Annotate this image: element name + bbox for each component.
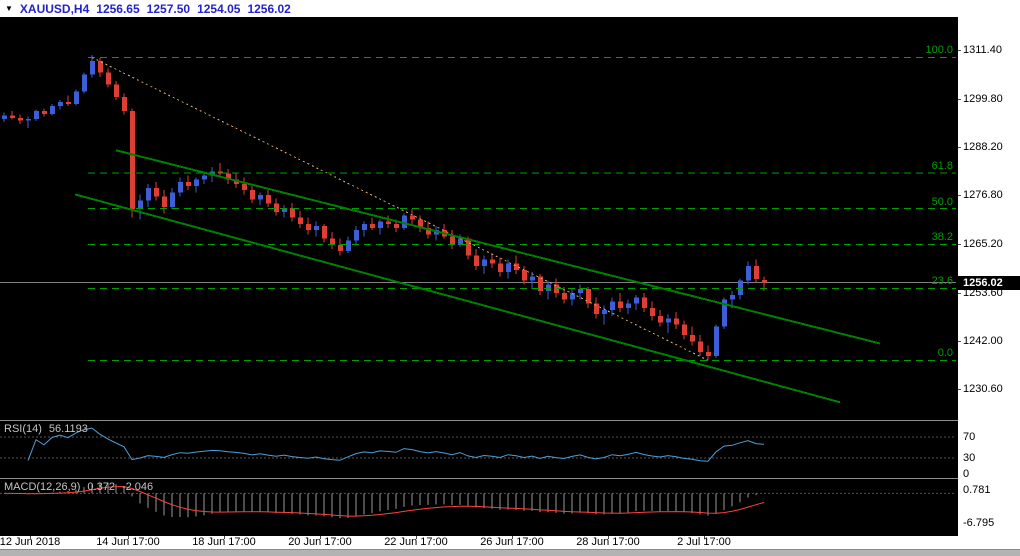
symbol-dropdown-icon[interactable]: ▼ [5,4,13,13]
quote-open-value: 1256.65 [96,1,140,16]
price-axis-tick [958,292,961,294]
macd-axis-label: 0.781 [963,483,991,496]
macd-panel-resize-handle[interactable] [0,478,1020,479]
rsi-current-value: 56.1193 [48,423,88,435]
time-axis-label: 28 Jun 17:00 [576,536,640,548]
window-bottom-edge [0,549,1020,556]
rsi-axis-label: 70 [963,430,976,443]
symbol-period-label: XAUUSD,H4 [19,1,90,16]
main-chart-panel[interactable]: 100.0 61.8 50.0 38.2 23.6 0.0 [0,17,958,420]
time-axis-tick [128,536,129,539]
time-axis-tick [704,536,705,539]
time-axis-label: 18 Jun 17:00 [192,536,256,548]
price-axis-label: 1276.80 [963,189,1003,202]
price-axis-label: 1311.40 [963,43,1002,56]
time-axis-tick [320,536,321,539]
fib-level-label: 38.2 [931,231,953,244]
price-axis-label: 1299.80 [963,92,1003,105]
price-axis-tick [958,147,961,149]
time-axis-label: 14 Jun 17:00 [96,536,160,548]
time-axis-label: 2 Jul 17:00 [677,536,731,548]
time-axis-tick [608,536,609,539]
fib-level-label: 0.0 [937,347,953,360]
macd-plot[interactable] [0,479,958,536]
price-axis-label: 1253.60 [963,286,1003,299]
time-axis-tick [30,536,31,539]
macd-signal-line [4,486,765,517]
price-axis-tick [958,98,961,100]
price-axis-label: 1288.20 [963,141,1003,154]
rsi-axis-label: 0 [963,467,970,480]
price-axis-label: 1265.20 [963,237,1003,250]
quote-close-value: 1256.02 [247,1,291,16]
time-axis-label: 26 Jun 17:00 [480,536,544,548]
fib-level-label: 50.0 [931,195,953,208]
current-price-tag: 1256.02 [958,275,1020,290]
fib-level-label: 100.0 [925,44,953,57]
time-axis[interactable]: 12 Jun 2018 14 Jun 17:00 18 Jun 17:00 20 Ju… [0,536,1020,549]
price-axis-label: 1242.00 [963,335,1003,348]
time-axis-tick [416,536,417,539]
price-axis-tick [958,341,961,343]
candlestick-chart[interactable] [0,17,958,420]
time-axis-label: 12 Jun 2018 [0,536,61,548]
price-axis-tick [958,389,961,391]
rsi-header: RSI(14) 56.1193 [4,423,88,435]
trend-channel-lines[interactable] [74,149,881,404]
candles-series [2,54,767,361]
macd-label: MACD(12,26,9) [4,481,81,493]
price-axis-tick [958,195,961,197]
rsi-axis-label: 30 [963,451,976,464]
fib-level-label: 23.6 [931,275,953,288]
time-axis-label: 20 Jun 17:00 [288,536,352,548]
rsi-line [27,427,765,462]
price-axis-label: 1230.60 [963,383,1003,396]
fib-retracement-lines[interactable] [88,56,956,361]
macd-histogram [11,482,765,519]
fib-level-label: 61.8 [931,159,953,172]
time-axis-tick [224,536,225,539]
price-axis[interactable]: 1311.40 1299.80 1288.20 1276.80 1265.20 1253.… [958,17,1020,536]
rsi-plot[interactable] [0,421,958,478]
price-axis-tick [958,49,961,51]
quote-high-value: 1257.50 [146,1,191,16]
macd-indicator-panel[interactable]: MACD(12,26,9) 0.372 -2.046 [0,479,958,536]
rsi-label: RSI(14) [4,423,42,435]
rsi-panel-resize-handle[interactable] [0,420,1020,421]
time-axis-label: 22 Jun 17:00 [384,536,448,548]
macd-signal-value: -2.046 [121,481,154,493]
macd-header: MACD(12,26,9) 0.372 -2.046 [4,481,153,493]
macd-axis-label: -6.795 [963,517,995,530]
time-axis-tick [512,536,513,539]
rsi-indicator-panel[interactable]: RSI(14) 56.1193 [0,421,958,478]
price-axis-tick [958,243,961,245]
quote-low-value: 1254.05 [197,1,241,16]
macd-main-value: 0.372 [87,481,115,493]
quote-bar: ▼ XAUUSD,H4 1256.65 1257.50 1254.05 1256… [0,0,1020,17]
